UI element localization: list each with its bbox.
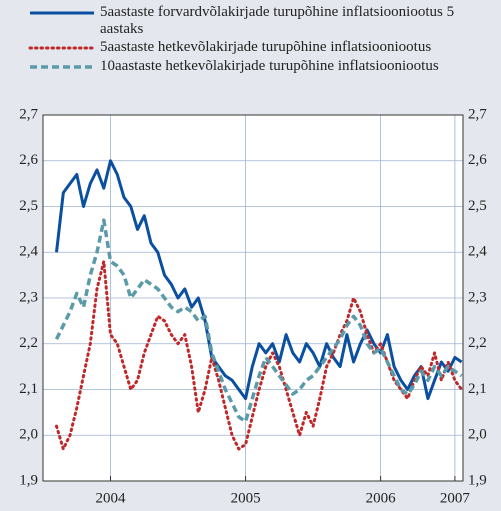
series-line [54, 218, 463, 424]
x-tick-label: 2006 [366, 490, 397, 506]
y-tick-label: 2,7 [19, 106, 38, 122]
y2-tick-label: 2,7 [468, 106, 487, 122]
y2-tick-label: 2,1 [468, 381, 487, 397]
y-tick-label: 2,2 [19, 335, 38, 351]
y2-tick-label: 2,5 [468, 198, 487, 214]
y-tick-label: 2,4 [19, 244, 38, 260]
x-tick-label: 2005 [231, 490, 261, 506]
y-tick-label: 2,3 [19, 289, 38, 305]
y-tick-label: 2,5 [19, 198, 38, 214]
legend-entry: 5aastaste forvardvõlakirjade turupõhine … [20, 4, 498, 38]
legend: 5aastaste forvardvõlakirjade turupõhine … [20, 4, 498, 77]
y2-tick-label: 2,3 [468, 289, 487, 305]
y-tick-label: 2,0 [19, 427, 38, 443]
legend-label: 5aastaste hetkevõlakirjade turupõhine in… [100, 39, 432, 55]
y-tick-label: 1,9 [19, 472, 38, 488]
y-tick-label: 2,6 [19, 152, 38, 168]
plot-border [42, 114, 464, 482]
series-line [55, 159, 463, 401]
y2-tick-label: 2,4 [468, 244, 487, 260]
y2-tick-label: 2,2 [468, 335, 487, 351]
y2-tick-label: 1,9 [468, 472, 487, 488]
y-tick-label: 2,1 [19, 381, 38, 397]
legend-key [28, 46, 96, 50]
legend-entry: 10aastaste hetkevõlakirjade turupõhine i… [20, 58, 498, 76]
legend-label: 5aastaste forvardvõlakirjade turupõhine … [100, 4, 455, 37]
legend-entry: 5aastaste hetkevõlakirjade turupõhine in… [20, 39, 498, 57]
legend-label: 10aastaste hetkevõlakirjade turupõhine i… [100, 58, 439, 74]
legend-key [30, 11, 94, 15]
x-tick-label: 2007 [440, 490, 471, 506]
y2-tick-label: 2,6 [468, 152, 487, 168]
y2-tick-label: 2,0 [468, 427, 487, 443]
x-tick-label: 2004 [96, 490, 127, 506]
series-line [55, 259, 464, 451]
